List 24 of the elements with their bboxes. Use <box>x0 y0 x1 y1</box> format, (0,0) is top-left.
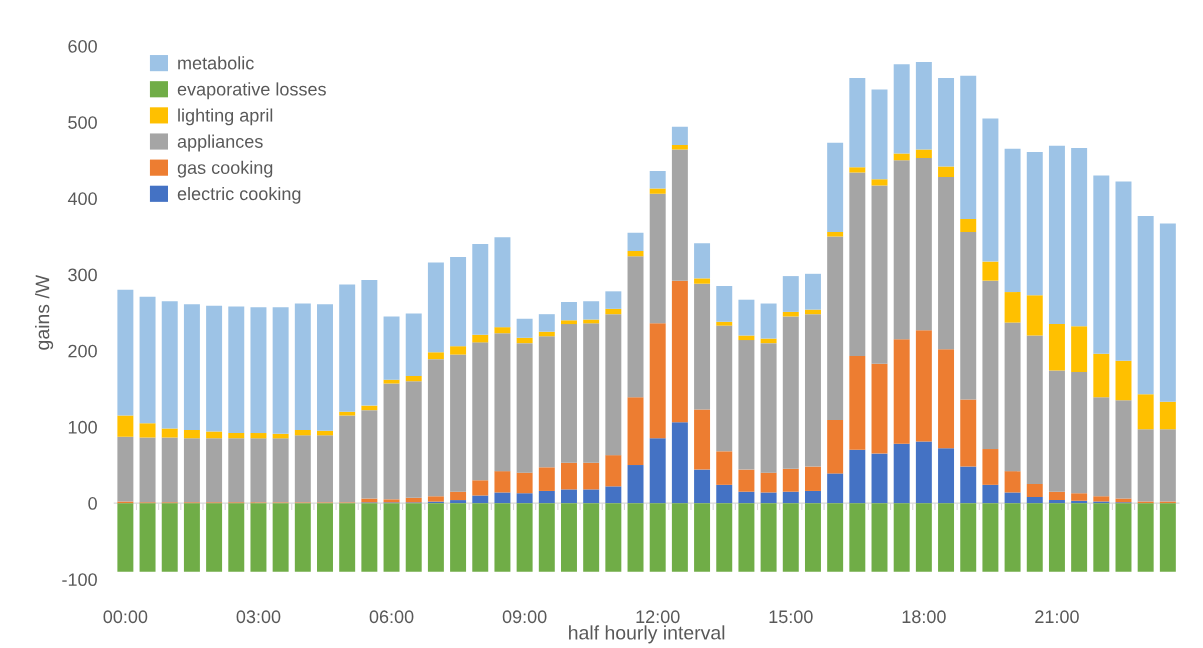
legend-label: metabolic <box>178 56 254 70</box>
legend-label: appliances <box>177 134 263 152</box>
x-tick-label: 12:00 <box>636 610 680 624</box>
y-tick-label: 500 <box>68 116 97 129</box>
y-tick-label: 0 <box>88 497 97 510</box>
legend-label: gas cooking <box>177 160 273 178</box>
y-tick-label: -100 <box>62 573 97 587</box>
y-tick-label: 600 <box>68 39 97 53</box>
y-tick-label: 400 <box>67 192 97 206</box>
x-tick-label: 18:00 <box>902 610 946 624</box>
y-axis-title: gains /W <box>35 274 54 350</box>
x-tick-label: 09:00 <box>502 610 547 624</box>
x-tick-label: 00:00 <box>103 610 148 624</box>
x-axis-title: half hourly interval <box>569 625 725 644</box>
legend-label: evaporative losses <box>177 82 326 100</box>
y-tick-label: 300 <box>68 268 97 282</box>
y-tick-label: 200 <box>68 344 97 358</box>
x-tick-label: 03:00 <box>236 610 281 624</box>
x-tick-label: 15:00 <box>769 610 813 624</box>
y-tick-label: 100 <box>68 420 97 434</box>
legend-label: lighting april <box>178 108 273 126</box>
x-tick-label: 06:00 <box>369 610 414 624</box>
x-tick-label: 21:00 <box>1035 610 1079 624</box>
legend-label: electric cooking <box>177 186 301 204</box>
